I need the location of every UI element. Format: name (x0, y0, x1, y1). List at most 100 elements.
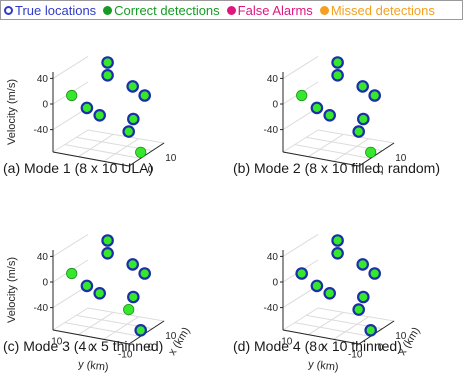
back-wall-grid-line (282, 233, 319, 257)
floor-grid-line (294, 144, 371, 159)
x-tick-label: 10 (165, 153, 177, 164)
x-axis-line (358, 142, 395, 167)
legend: True locations Correct detections False … (0, 0, 463, 20)
filled-circle-icon (319, 5, 329, 15)
y-axis-title: y (km) (307, 358, 339, 373)
z-tick-label: -40 (264, 303, 279, 314)
data-point (134, 324, 147, 337)
z-tick-label: 40 (267, 252, 279, 263)
data-point (80, 101, 94, 115)
data-point (331, 69, 344, 82)
data-point (364, 324, 377, 337)
y-tick-label: 10 (51, 337, 63, 348)
data-point (122, 125, 135, 138)
data-point (123, 304, 135, 316)
legend-label: Correct detections (114, 2, 220, 18)
legend-label: False Alarms (237, 2, 313, 18)
data-point (368, 267, 381, 280)
y-tick-label: -10 (348, 349, 363, 360)
floor-grid-line (64, 322, 141, 337)
data-point (331, 56, 344, 69)
z-axis-title: Velocity (m/s) (6, 257, 18, 323)
x-tick-label: 0 (378, 342, 384, 353)
legend-label: Missed detections (330, 2, 435, 18)
z-tick-label: -40 (264, 125, 279, 136)
z-tick-label: 40 (37, 252, 49, 263)
data-point (365, 146, 377, 158)
back-wall-grid-line (52, 233, 89, 257)
floor-grid-line (308, 311, 344, 336)
data-point (101, 247, 114, 260)
z-tick-label: 40 (37, 74, 49, 85)
y-axis-line (282, 329, 360, 345)
data-point (66, 89, 78, 102)
floor-grid-line (308, 133, 344, 158)
data-point (352, 125, 365, 138)
floor-grid-line (333, 316, 369, 340)
z-tick-label: 40 (267, 74, 279, 85)
x-tick-label: 10 (165, 331, 177, 342)
data-point (295, 267, 308, 280)
data-point (356, 258, 369, 271)
back-wall-grid-line (282, 55, 319, 79)
floor-grid-line (103, 138, 139, 162)
z-tick-label: 0 (272, 100, 278, 111)
x-tick-label: 10 (395, 331, 407, 342)
data-point (323, 109, 336, 122)
floor-grid-line (103, 316, 139, 340)
data-point (357, 112, 370, 126)
floor-grid-line (64, 144, 141, 159)
legend-item-correct-detections: Correct detections (103, 3, 220, 18)
filled-circle-icon (103, 5, 113, 15)
x-tick-label: 10 (395, 153, 407, 164)
x-tick-label: 0 (148, 164, 154, 175)
data-point (126, 258, 139, 271)
y-axis-line (52, 151, 130, 167)
z-tick-label: 0 (42, 100, 48, 111)
data-point (323, 287, 336, 300)
data-point (138, 89, 151, 102)
chart-caption: (c) Mode 3 (4 x 5 thinned) (3, 338, 163, 354)
floor-grid-line (294, 322, 371, 337)
data-point (357, 290, 370, 304)
data-point (101, 69, 114, 82)
data-point (310, 279, 324, 293)
y-axis-line (282, 151, 360, 167)
data-point (356, 80, 369, 93)
chart-caption: (a) Mode 1 (8 x 10 ULA) (3, 160, 153, 176)
data-point (101, 56, 114, 69)
y-axis-title: y (km) (77, 358, 109, 373)
z-tick-label: -40 (34, 303, 49, 314)
data-point (138, 267, 151, 280)
y-tick-label: 0 (88, 343, 94, 354)
legend-item-true-locations: True locations (4, 3, 96, 18)
chart-caption: (d) Mode 4 (8 x 10 thinned) (233, 338, 402, 354)
data-point (296, 89, 308, 102)
y-axis-line (52, 329, 130, 345)
floor-grid-line (78, 133, 114, 158)
x-axis-line (128, 142, 165, 167)
z-tick-label: 0 (42, 278, 48, 289)
legend-label: True locations (15, 2, 97, 18)
filled-circle-icon (226, 5, 236, 15)
data-point (331, 247, 344, 260)
y-tick-label: 10 (281, 337, 293, 348)
data-point (126, 80, 139, 93)
data-point (135, 146, 147, 158)
legend-item-missed-detections: Missed detections (319, 2, 435, 18)
x-tick-label: 0 (378, 164, 384, 175)
ring-marker-icon (4, 5, 13, 15)
back-wall-grid-line (52, 55, 89, 79)
chart-panel-1: 40 0 -40 10 0 Velocity (m/s) (a) Mode 1 (8 x 1… (3, 55, 177, 176)
legend-item-false-alarms: False Alarms (226, 2, 313, 18)
data-point (80, 279, 94, 293)
z-tick-label: -40 (34, 125, 49, 136)
z-axis-title: Velocity (m/s) (6, 79, 18, 145)
floor-grid-line (78, 311, 114, 336)
data-point (101, 234, 114, 247)
data-point (93, 287, 106, 300)
